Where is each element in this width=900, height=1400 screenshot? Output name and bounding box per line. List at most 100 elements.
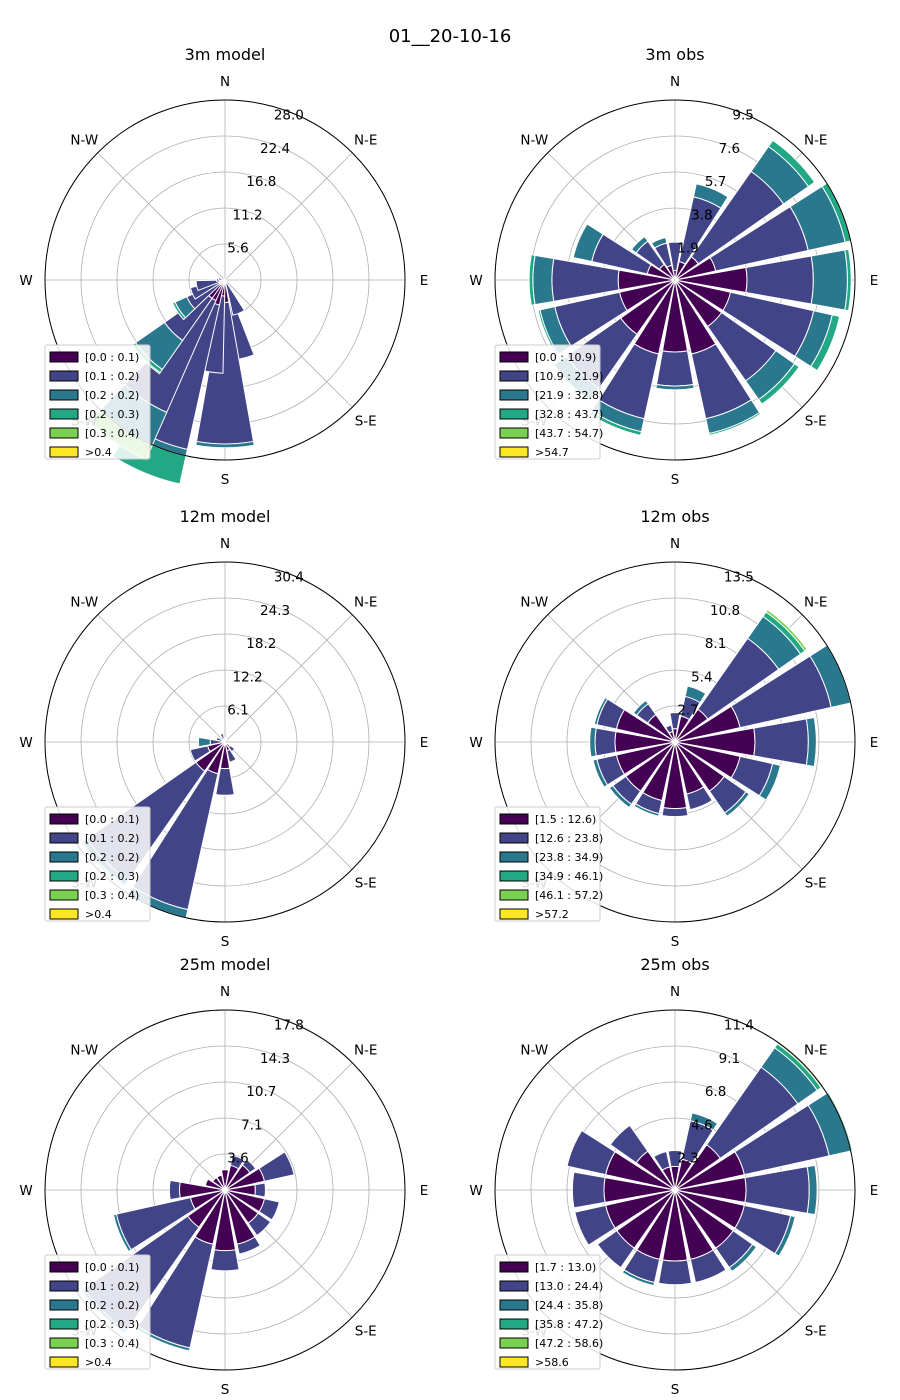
grid-spoke	[97, 1062, 226, 1191]
windrose-panel: 3m modelEN-ENN-WWS-WSS-E5.611.216.822.42…	[19, 45, 428, 488]
legend-label: [13.0 : 24.4)	[535, 1280, 603, 1293]
grid-spoke	[224, 741, 353, 870]
direction-label: E	[420, 1183, 429, 1199]
direction-label: W	[19, 1183, 32, 1199]
wind-bar	[218, 277, 224, 281]
wind-bar	[211, 1176, 226, 1191]
direction-label: S-E	[805, 1324, 827, 1340]
wind-bar	[758, 763, 782, 801]
legend-swatch	[499, 1356, 529, 1368]
wind-bar	[227, 744, 236, 753]
legend-label: [47.2 : 58.6)	[535, 1337, 603, 1350]
radial-tick-label: 12.2	[232, 669, 262, 685]
legend-swatch	[499, 1318, 529, 1330]
radial-tick-label: 9.5	[732, 108, 753, 124]
wind-bar	[593, 696, 609, 726]
direction-label: E	[870, 1183, 879, 1199]
wind-bar	[684, 685, 707, 704]
legend-label: [32.8 : 43.7)	[535, 408, 603, 421]
radial-tick-label: 9.1	[719, 1051, 740, 1067]
direction-label: W	[469, 273, 482, 289]
radial-tick-label: 30.4	[274, 570, 304, 586]
polar-frame	[494, 561, 856, 923]
polar-frame	[494, 1009, 856, 1371]
panel-title: 3m obs	[645, 45, 704, 64]
wind-bar	[708, 411, 762, 436]
wind-bar	[171, 301, 187, 321]
legend-label: [0.2 : 0.3)	[85, 1318, 139, 1331]
wind-bar	[215, 767, 235, 796]
legend-label: [0.2 : 0.2)	[85, 1299, 139, 1312]
legend-label: >0.4	[85, 1356, 112, 1369]
wind-bar	[689, 1249, 727, 1284]
wind-bar	[650, 236, 668, 249]
windrose-panel: 12m obsEN-ENN-WWS-WSS-E2.75.48.110.813.5…	[469, 507, 878, 950]
wind-bar	[745, 255, 814, 305]
direction-label: S	[221, 1382, 230, 1398]
figure-title: 01__20-10-16	[389, 26, 512, 47]
wind-bar	[630, 235, 649, 254]
wind-bar	[197, 736, 212, 748]
wind-bar	[664, 724, 674, 734]
legend-label: >0.4	[85, 446, 112, 459]
wind-bar	[247, 1212, 272, 1237]
direction-label: E	[870, 735, 879, 751]
direction-label: E	[870, 273, 879, 289]
radial-tick-label: 6.1	[227, 703, 248, 719]
wind-bar	[210, 1249, 240, 1272]
polar-frame	[44, 1009, 406, 1371]
polar-frame	[44, 561, 406, 923]
legend-swatch	[49, 889, 79, 901]
wind-bar	[685, 786, 713, 811]
legend-swatch	[49, 1280, 79, 1292]
wind-bar	[168, 1179, 181, 1201]
wind-bar	[225, 282, 246, 316]
wind-bar	[621, 1269, 656, 1287]
legend-label: [0.0 : 0.1)	[85, 813, 139, 826]
legend-label: [21.9 : 32.8)	[535, 389, 603, 402]
radial-tick-label: 11.2	[232, 207, 262, 223]
wind-bar	[112, 1213, 132, 1253]
legend-label: [43.7 : 54.7)	[535, 427, 603, 440]
wind-bar	[574, 1204, 616, 1246]
wind-bar	[689, 1112, 719, 1131]
radial-tick-label: 7.1	[241, 1117, 262, 1133]
radial-tick-label: 10.7	[246, 1084, 276, 1100]
wind-bar	[692, 183, 729, 209]
direction-label: S-E	[355, 1324, 377, 1340]
legend-swatch	[49, 1261, 79, 1273]
legend-label: [0.2 : 0.2)	[85, 851, 139, 864]
wind-bar	[566, 1129, 616, 1176]
wind-bar	[744, 1166, 810, 1214]
wind-bar	[669, 712, 681, 730]
wind-bar	[189, 280, 221, 300]
legend-label: [34.9 : 46.1)	[535, 870, 603, 883]
legend-swatch	[499, 408, 529, 420]
grid-spoke	[97, 152, 226, 281]
wind-bar	[219, 732, 225, 741]
wind-bar	[774, 1215, 796, 1257]
wind-bar	[810, 249, 848, 311]
legend-label: [46.1 : 57.2)	[535, 889, 603, 902]
direction-label: N-W	[520, 594, 548, 610]
wind-bar	[215, 736, 224, 742]
legend-label: [23.8 : 34.9)	[535, 851, 603, 864]
legend-label: [35.8 : 47.2)	[535, 1318, 603, 1331]
direction-label: S	[671, 1382, 680, 1398]
wind-bar	[596, 1230, 635, 1269]
radial-tick-label: 2.7	[677, 703, 698, 719]
wind-bar	[844, 248, 852, 312]
direction-label: W	[469, 735, 482, 751]
direction-label: N	[670, 536, 680, 552]
legend-swatch	[499, 1337, 529, 1349]
wind-bar	[806, 1164, 818, 1216]
wind-bar	[224, 738, 228, 743]
direction-label: N-W	[70, 594, 98, 610]
wind-bar	[765, 609, 808, 652]
direction-label: N-E	[354, 594, 378, 610]
legend-swatch	[499, 832, 529, 844]
legend-label: [0.0 : 0.1)	[85, 351, 139, 364]
radial-tick-label: 2.3	[677, 1151, 698, 1167]
wind-bar	[195, 440, 255, 449]
